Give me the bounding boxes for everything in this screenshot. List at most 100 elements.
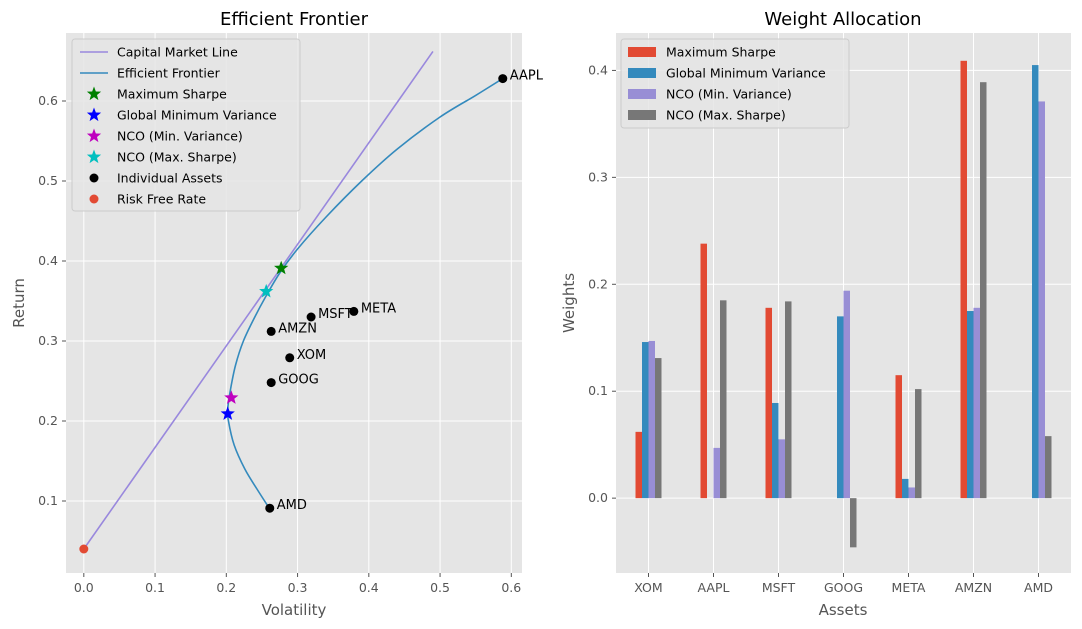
- marker-maximum-sharpe: [274, 260, 289, 275]
- chart1-x-tick-label: 0.0: [74, 580, 94, 595]
- legend-label: Capital Market Line: [117, 45, 238, 60]
- legend-label: Efficient Frontier: [117, 66, 221, 81]
- asset-label-meta: META: [361, 301, 396, 316]
- legend-swatch: [86, 128, 102, 143]
- bar-msft-series-1: [772, 402, 779, 499]
- chart2-x-tick-label: XOM: [634, 580, 662, 595]
- legend-label: Global Minimum Variance: [117, 108, 277, 123]
- asset-label-xom: XOM: [297, 348, 327, 363]
- bar-aapl-series-3: [720, 300, 727, 499]
- chart1-y-tick-label: 0.1: [38, 493, 58, 508]
- legend-swatch: [86, 149, 102, 164]
- asset-point-amd: [265, 503, 275, 513]
- chart1-y-label: Return: [10, 278, 28, 328]
- chart2-x-tick-label: AMZN: [955, 580, 992, 595]
- bar-xom-series-2: [648, 340, 655, 499]
- asset-point-goog: [266, 378, 276, 388]
- bar-amzn-series-0: [960, 60, 967, 499]
- asset-label-amzn: AMZN: [278, 321, 317, 336]
- chart1-x-label: Volatility: [262, 601, 327, 619]
- bar-meta-series-1: [902, 478, 909, 499]
- bar-aapl-series-2: [713, 447, 720, 499]
- chart2-y-tick-label: 0.4: [588, 62, 608, 77]
- legend-label: NCO (Min. Variance): [666, 87, 792, 102]
- chart2-x-tick-label: AAPL: [698, 580, 730, 595]
- legend-swatch: [628, 47, 656, 57]
- bar-amd-series-3: [1045, 436, 1052, 499]
- legend-label: NCO (Min. Variance): [117, 129, 243, 144]
- asset-point-aapl: [498, 74, 508, 84]
- chart1-y-tick-label: 0.3: [38, 333, 58, 348]
- legend-swatch: [89, 194, 99, 204]
- asset-point-xom: [285, 353, 295, 363]
- chart2-x-tick-label: META: [892, 580, 926, 595]
- legend-label: NCO (Max. Sharpe): [117, 150, 237, 165]
- legend-label: Maximum Sharpe: [117, 87, 227, 102]
- chart2-bars: [635, 60, 1052, 548]
- marker-nco-min-variance: [224, 390, 239, 404]
- chart1-y-tick-label: 0.2: [38, 413, 58, 428]
- legend-swatch: [628, 68, 656, 78]
- asset-label-goog: GOOG: [278, 373, 319, 388]
- bar-xom-series-3: [655, 358, 662, 499]
- bar-xom-series-0: [635, 431, 642, 499]
- bar-aapl-series-0: [700, 243, 707, 499]
- efficient-frontier-line: [226, 77, 504, 510]
- chart2-y-tick-label: 0.3: [588, 169, 608, 184]
- chart1-y-ticks: 0.1 0.2 0.3 0.4 0.5 0.6: [38, 93, 66, 508]
- chart1-x-ticks: 0.0 0.1 0.2 0.3 0.4 0.5 0.6: [74, 573, 521, 595]
- legend-label: Maximum Sharpe: [666, 45, 776, 60]
- bar-msft-series-3: [785, 301, 792, 499]
- asset-label-amd: AMD: [277, 498, 307, 513]
- chart2-x-label: Assets: [819, 601, 868, 619]
- chart1-x-tick-label: 0.3: [288, 580, 308, 595]
- chart2-y-label: Weights: [560, 273, 578, 333]
- legend-label: Individual Assets: [117, 171, 223, 186]
- bar-amd-series-1: [1032, 65, 1039, 499]
- bar-goog-series-3: [850, 498, 857, 548]
- bar-meta-series-3: [915, 389, 922, 499]
- asset-point-msft: [306, 312, 316, 322]
- risk-free-point: [79, 544, 89, 554]
- asset-label-aapl: AAPL: [510, 69, 544, 84]
- chart1-y-tick-label: 0.4: [38, 253, 58, 268]
- chart1-x-tick-label: 0.6: [501, 580, 521, 595]
- chart1-x-tick-label: 0.4: [359, 580, 379, 595]
- legend-swatch: [628, 89, 656, 99]
- chart2-title: Weight Allocation: [764, 9, 921, 30]
- chart2-y-tick-label: 0.2: [588, 276, 608, 291]
- bar-meta-series-0: [895, 375, 902, 499]
- chart2-x-tick-label: MSFT: [762, 580, 796, 595]
- marker-global-minimum-variance: [220, 406, 235, 420]
- legend-swatch: [86, 86, 102, 101]
- chart1-y-tick-label: 0.6: [38, 93, 58, 108]
- bar-amzn-series-1: [967, 311, 974, 499]
- bar-msft-series-2: [778, 439, 785, 499]
- chart2-x-tick-label: GOOG: [824, 580, 863, 595]
- chart2-y-tick-label: 0.0: [588, 490, 608, 505]
- bar-meta-series-2: [908, 487, 915, 499]
- bar-msft-series-0: [765, 307, 772, 499]
- bar-goog-series-2: [843, 290, 850, 499]
- legend-swatch: [86, 107, 102, 122]
- chart1-x-tick-label: 0.5: [430, 580, 450, 595]
- chart2-y-ticks: 0.0 0.1 0.2 0.3 0.4: [588, 62, 616, 505]
- legend-label: Risk Free Rate: [117, 192, 206, 207]
- chart1-legend-box: [71, 38, 301, 212]
- chart1-series: XOM AAPL MSFT GOOG META AMZN AMD: [79, 50, 544, 554]
- chart1-title: Efficient Frontier: [220, 9, 369, 30]
- marker-nco-max-sharpe: [259, 283, 274, 298]
- chart2-legend-box: [620, 38, 850, 129]
- legend-swatch: [628, 110, 656, 120]
- legend-label: NCO (Max. Sharpe): [666, 108, 786, 123]
- chart1-x-tick-label: 0.2: [216, 580, 236, 595]
- bar-amd-series-2: [1038, 101, 1045, 499]
- bar-amzn-series-2: [973, 307, 980, 499]
- bar-amzn-series-3: [980, 82, 987, 499]
- chart1-x-tick-label: 0.1: [145, 580, 165, 595]
- chart2-x-tick-label: AMD: [1024, 580, 1053, 595]
- bar-goog-series-1: [837, 316, 844, 499]
- legend-swatch: [89, 173, 99, 183]
- chart2-legend: Maximum Sharpe Global Minimum Variance NCO…: [620, 38, 850, 129]
